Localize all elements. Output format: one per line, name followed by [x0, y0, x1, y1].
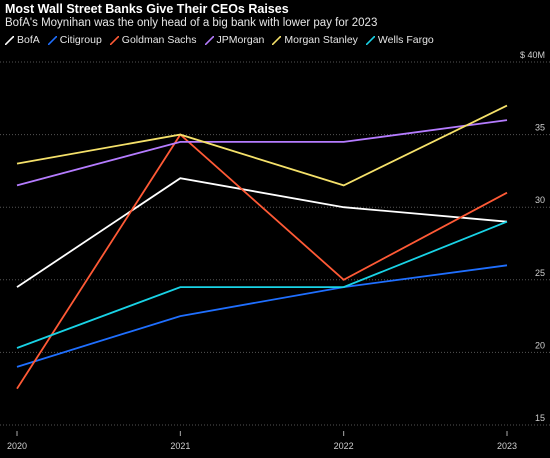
series-line-citigroup [16, 264, 508, 368]
legend-swatch-icon [272, 35, 282, 45]
legend: BofA Citigroup Goldman Sachs JPMorgan Morgan… [5, 34, 434, 46]
legend-item: JPMorgan [204, 34, 265, 46]
series-line-wells-fargo [16, 220, 508, 349]
legend-label: JPMorgan [216, 34, 265, 46]
series-line-jpmorgan [16, 119, 508, 187]
x-tick-label: 2022 [334, 441, 354, 451]
legend-label: BofA [17, 34, 40, 46]
legend-swatch-icon [109, 35, 119, 45]
legend-label: Wells Fargo [377, 34, 434, 46]
legend-label: Morgan Stanley [284, 34, 358, 46]
legend-label: Citigroup [59, 34, 102, 46]
legend-label: Goldman Sachs [121, 34, 197, 46]
legend-item: Citigroup [47, 34, 102, 46]
legend-swatch-icon [47, 35, 57, 45]
x-tick-label: 2021 [170, 441, 190, 451]
legend-swatch-icon [5, 35, 14, 45]
series-line-morgan-stanley [16, 104, 508, 187]
series-line-bofa [16, 177, 508, 288]
legend-item: Goldman Sachs [109, 34, 197, 46]
chart-subtitle: BofA's Moynihan was the only head of a b… [5, 17, 378, 29]
y-tick-label: 30 [535, 195, 545, 205]
y-tick-label: 20 [535, 340, 545, 350]
legend-item: Morgan Stanley [272, 34, 358, 46]
x-tick-label: 2020 [7, 441, 27, 451]
y-tick-label: 25 [535, 268, 545, 278]
x-tick-label: 2023 [497, 441, 517, 451]
chart-title: Most Wall Street Banks Give Their CEOs R… [5, 2, 289, 16]
legend-swatch-icon [204, 35, 214, 45]
y-tick-label: $ 40M [520, 50, 545, 60]
series-line-goldman-sachs [16, 133, 508, 390]
legend-item: Wells Fargo [365, 34, 434, 46]
y-tick-label: 15 [535, 413, 545, 423]
legend-swatch-icon [365, 35, 375, 45]
legend-item: BofA [5, 34, 40, 46]
y-tick-label: 35 [535, 123, 545, 133]
